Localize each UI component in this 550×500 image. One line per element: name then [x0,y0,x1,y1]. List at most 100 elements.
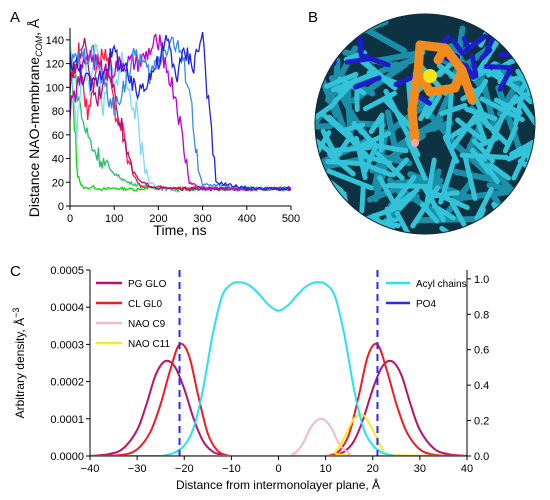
acyl-chain [531,213,535,224]
panel-c-left-tick-label: 0.0000 [50,451,84,463]
acyl-chain [360,161,394,178]
panel-c-left-tick-label: 0.0002 [50,377,84,389]
panel-a-y-label-sub: COM [34,35,44,57]
acyl-chain [439,102,468,117]
membrane-chain [384,109,401,164]
panel-c-x-tick-label: −30 [128,463,147,475]
acyl-chain [390,157,410,178]
acyl-chain [404,136,428,181]
panel-a-x-ticks: 0 100 200 300 400 500 [67,206,300,225]
panel-c-x-tick-label: −20 [175,463,194,475]
acyl-chain [483,163,501,185]
panel-c-right-tick-label: 0.4 [474,380,489,392]
panel-a-y-label-main: Distance NAO-membrane [26,57,42,217]
panel-a-x-tick-label: 400 [238,213,256,225]
panel-c-left-ticks: 0.0000 0.0001 0.0002 0.0003 0.0004 0.0005 [50,265,90,463]
ligand-bond [433,43,450,65]
headgroup [450,37,465,57]
panel-letter-a: A [10,9,20,26]
panel-a-chart: 0 100 200 300 400 500 0 20 40 60 80 100 120 140 Time… [26,18,300,238]
acyl-chain [383,88,405,125]
legend-label: CL GL0 [128,299,163,310]
acyl-chain [515,203,529,234]
membrane-chain [326,83,347,132]
panel-c-x-tick-label: 0 [275,463,281,475]
acyl-chain [315,138,338,159]
acyl-chain [514,227,535,234]
ligand-bond [413,40,425,77]
acyl-chain [529,145,535,154]
panel-c-left-tick-label: 0.0003 [50,339,84,351]
ligand-bond [407,67,423,115]
acyl-chain [509,223,531,234]
membrane-chain [393,177,444,186]
panel-a-x-label: Time, ns [153,222,206,238]
panel-a-y-label-unit: , Å [26,18,42,36]
panel-a-y-tick-label: 40 [52,154,64,166]
panel-c-x-tick-label: 40 [461,463,473,475]
panel-a-y-tick-label: 0 [58,201,64,213]
panel-a-y-tick-label: 140 [46,35,64,47]
acyl-chain [491,94,519,135]
acyl-chain [495,203,521,232]
panel-a-x-tick-label: 0 [67,213,73,225]
panel-c-legend-left: PG GLO CL GL0 NAO C9 NAO C11 [96,279,170,350]
panel-letter-c: C [10,263,21,280]
panel-a-x-tick-label: 500 [282,213,300,225]
panel-a-series [70,31,291,193]
panel-a-y-tick-label: 80 [52,106,64,118]
headgroup [462,33,489,54]
acyl-chain [515,209,535,234]
panel-c-left-tick-label: 0.0004 [50,302,84,314]
panel-a-x-tick-label: 200 [149,213,167,225]
acyl-chain [335,191,346,219]
acyl-chain [532,203,535,234]
acyl-chain [499,199,529,231]
acyl-chain [375,151,405,181]
acyl-chain [359,131,392,148]
panel-c-x-ticks: −40 −30 −20 −10 0 10 20 30 40 [81,456,473,475]
legend-label: NAO C9 [128,319,166,330]
acyl-chain [474,116,488,144]
panel-c-left-tick-label: 0.0005 [50,265,84,277]
acyl-chain [464,106,498,122]
acyl-chain [523,161,535,190]
legend-label: NAO C11 [128,339,170,350]
panel-c-y-label-main: Arbitrary density, Å [12,318,27,418]
headgroup [497,66,513,92]
acyl-chain [424,93,442,120]
membrane-chain [448,138,493,179]
headgroup [463,63,476,80]
panel-c-right-tick-label: 0.8 [474,309,489,321]
acyl-chain [325,159,366,167]
panel-c-series-cl-gl0 [90,342,467,456]
panel-a-y-tick-label: 120 [46,59,64,71]
acyl-chain [511,149,529,181]
acyl-chain [339,122,366,134]
headgroup [352,75,382,90]
acyl-chain [350,220,401,228]
headgroup [318,46,335,57]
panel-a-x-tick-label: 300 [193,213,211,225]
headgroup [469,53,479,79]
panel-letter-b: B [308,9,318,26]
acyl-chain [338,200,355,226]
acyl-chain [532,201,535,231]
panel-a-y-label: Distance NAO-membraneCOM, Å [26,18,44,217]
ligand-atom-pink [411,139,419,147]
headgroup [479,47,493,61]
acyl-chain [445,92,454,143]
acyl-chain [487,226,522,234]
panel-a-y-tick-label: 20 [52,177,64,189]
panel-c-right-ticks: 0.0 0.2 0.4 0.6 0.8 1.0 [467,274,489,463]
acyl-chain [359,215,380,234]
acyl-chain [514,173,535,219]
acyl-chain [424,187,470,211]
membrane-chain [488,217,532,234]
acyl-chain [377,175,395,203]
panel-a-y-ticks: 0 20 40 60 80 100 120 140 [46,35,70,213]
acyl-chain [315,102,336,127]
headgroup [498,51,520,58]
panel-c-right-tick-label: 0.6 [474,345,489,357]
